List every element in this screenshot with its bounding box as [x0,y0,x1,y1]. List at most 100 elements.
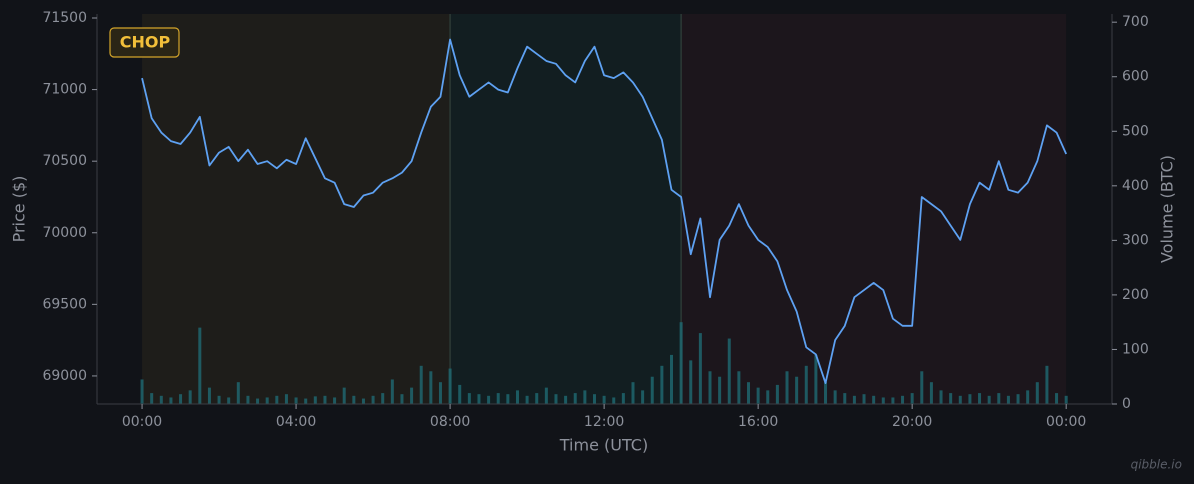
volume-bar [361,398,365,404]
volume-bar [833,390,837,404]
volume-bar [1064,395,1068,404]
volume-bar [669,354,673,404]
volume-bar [881,397,885,404]
volume-bar [631,382,635,404]
volume-bar [535,393,539,404]
volume-bar [515,390,519,404]
volume-bar [766,390,770,404]
volume-bar [679,322,683,404]
volume-bar [968,394,972,404]
volume-bar [506,394,510,404]
y-tick-label: 71000 [42,82,87,98]
volume-bar [1006,395,1010,404]
volume-bar [429,371,433,404]
volume-bar [410,387,414,404]
volume-bar [641,390,645,404]
volume-bar [978,393,982,404]
volume-bar [737,371,741,404]
volume-bar [727,338,731,404]
volume-bar [294,397,298,404]
volume-bar [544,387,548,404]
volume-bar [958,395,962,404]
volume-bar [689,360,693,404]
y2-tick-label: 0 [1122,396,1131,412]
volume-bar [862,394,866,404]
volume-bar [371,395,375,404]
volume-bar [275,395,279,404]
volume-bar [843,393,847,404]
volume-bar [419,365,423,404]
volume-bar [323,395,327,404]
volume-bar [342,387,346,404]
y2-axis-title: Volume (BTC) [1158,155,1177,263]
volume-bar [910,393,914,404]
volume-bar [1026,390,1030,404]
volume-bar [573,393,577,404]
volume-bar [592,394,596,404]
y2-tick-label: 700 [1122,14,1149,30]
volume-bar [997,393,1001,404]
volume-bar [987,395,991,404]
volume-bar [525,395,529,404]
volume-bar [284,394,288,404]
volume-bar [1045,365,1049,404]
volume-bar [458,384,462,404]
volume-bar [236,382,240,404]
volume-bar [891,397,895,404]
volume-bar [708,371,712,404]
x-tick-label: 00:00 [122,414,162,430]
volume-bar [487,395,491,404]
volume-bar [795,376,799,404]
volume-bar [718,376,722,404]
volume-bar [660,365,664,404]
volume-bar [256,398,260,404]
y2-tick-label: 400 [1122,178,1149,194]
volume-bar [265,397,269,404]
volume-bar [1035,382,1039,404]
volume-bar [621,393,625,404]
badge-box [109,27,180,58]
regime-region [450,14,682,404]
volume-bar [496,393,500,404]
regime-region [681,14,1067,404]
volume-bar [814,354,818,404]
y-tick-label: 69500 [42,296,87,312]
badge: CHOP [120,33,171,52]
y-tick-label: 70000 [42,225,87,241]
volume-bar [650,376,654,404]
volume-bar [564,395,568,404]
volume-bar [188,390,192,404]
volume-bar [438,382,442,404]
volume-bar [140,379,144,404]
volume-bar [150,393,154,404]
volume-bar [929,382,933,404]
volume-bar [448,368,452,404]
volume-bar [246,395,250,404]
volume-bar [872,395,876,404]
x-tick-label: 16:00 [738,414,778,430]
volume-bar [785,371,789,404]
volume-bar [304,398,308,404]
volume-bar [159,395,163,404]
volume-bar [554,394,558,404]
volume-bar [207,387,211,404]
volume-bar [775,384,779,404]
volume-bar [698,333,702,404]
volume-bar [467,393,471,404]
volume-bar [612,397,616,404]
y2-tick-label: 200 [1122,287,1149,303]
volume-bar [804,365,808,404]
price-line [141,38,1068,384]
x-tick-label: 12:00 [584,414,624,430]
volume-bar [824,382,828,404]
volume-bar [313,396,317,404]
volume-bar [920,371,924,404]
volume-bar [390,379,394,404]
volume-bar [583,390,587,404]
y-tick-label: 69000 [42,368,87,384]
volume-bar [179,394,183,404]
x-tick-label: 08:00 [430,414,470,430]
x-axis-title: Time (UTC) [559,436,648,455]
volume-bar [333,397,337,404]
